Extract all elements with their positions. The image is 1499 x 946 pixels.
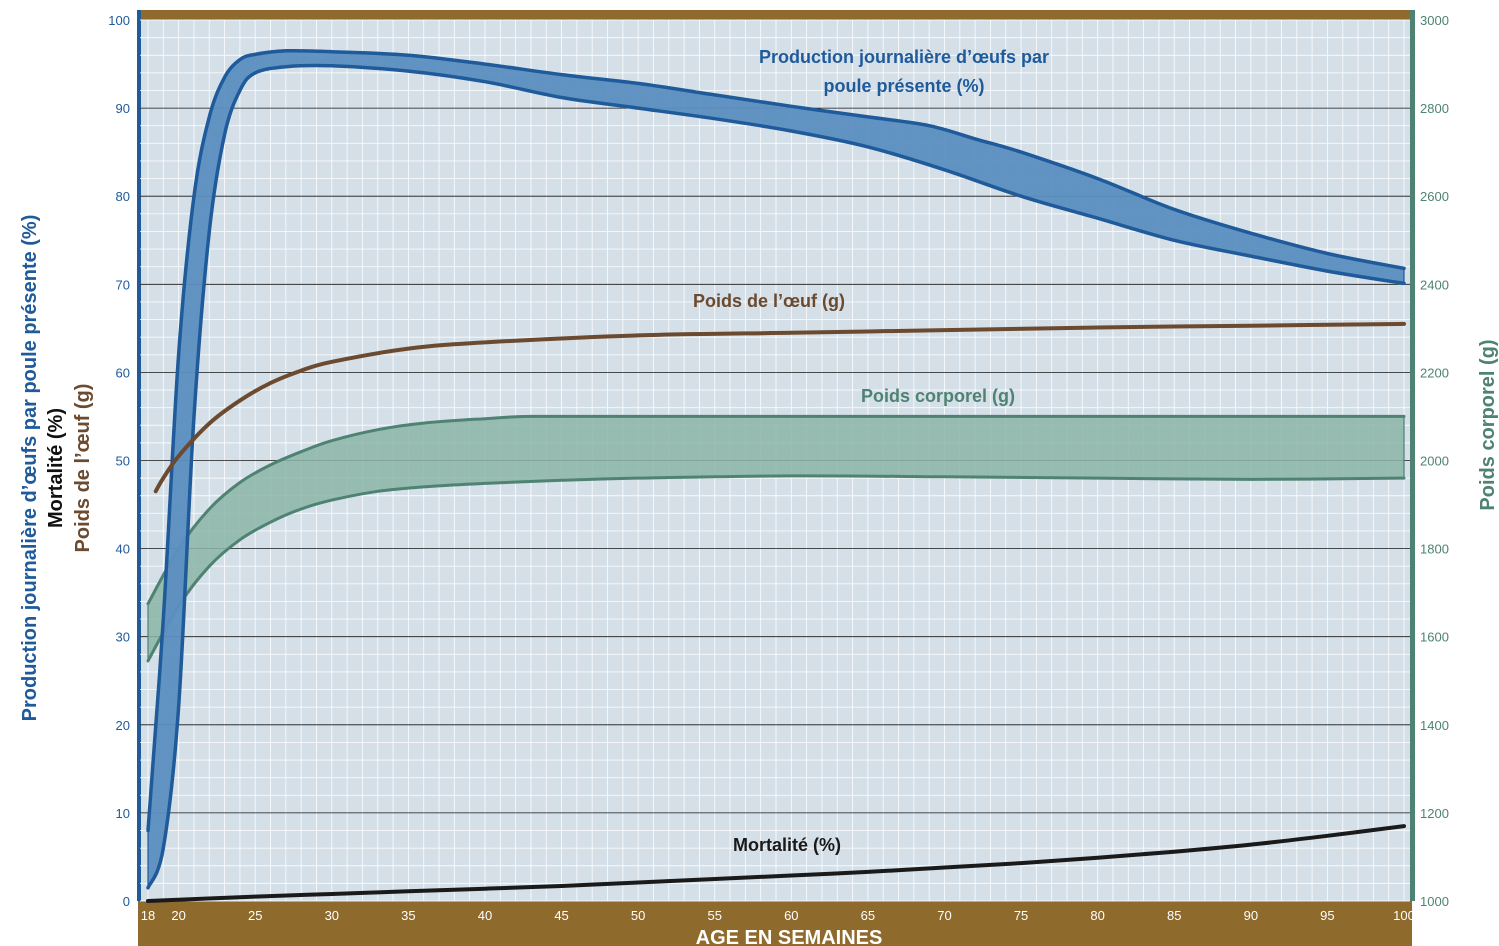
label-egg-weight: Poids de l’œuf (g) [693,291,845,311]
left-axis-bar [137,10,141,901]
x-axis-title: AGE EN SEMAINES [696,927,883,946]
right-axis-bar [1410,10,1415,901]
tick-right-label: 2000 [1420,454,1449,469]
series-production-band [146,48,1406,890]
tick-x-label: 60 [784,908,798,923]
tick-x-label: 85 [1167,908,1181,923]
top-bar [138,10,1412,20]
series-line [153,321,1406,494]
x-axis-ticks: 18 20 25 30 35 40 45 50 55 60 65 70 75 80 85 90 95 100 [141,908,1415,923]
band-upper-line [146,48,1406,833]
tick-left-label: 100 [108,13,130,28]
y-left-title-production: Production journalière d’œufs par poule … [19,215,41,722]
tick-right-label: 1800 [1420,542,1449,557]
tick-right-label: 1200 [1420,806,1449,821]
tick-x-label: 65 [861,908,875,923]
series-mortality-line [146,824,1406,903]
label-production-line-1: Production journalière d’œufs par [759,47,1049,67]
tick-left-label: 60 [116,365,130,380]
tick-x-label: 75 [1014,908,1028,923]
label-production-line-2: poule présente (%) [823,76,984,96]
band-upper-line [146,414,1406,606]
tick-right-label: 1600 [1420,630,1449,645]
tick-x-label: 80 [1090,908,1104,923]
tick-right-label: 2200 [1420,365,1449,380]
tick-left-label: 20 [116,718,130,733]
tick-x-label: 90 [1244,908,1258,923]
series-body-weight-band [146,414,1406,663]
tick-x-label: 18 [141,908,155,923]
tick-x-label: 45 [554,908,568,923]
tick-left-label: 50 [116,454,130,469]
label-mortality: Mortalité (%) [733,835,841,855]
series-line [146,824,1406,903]
tick-x-label: 20 [171,908,185,923]
tick-left-label: 10 [116,806,130,821]
tick-right-label: 1400 [1420,718,1449,733]
tick-x-label: 70 [937,908,951,923]
series-egg-weight-line [153,321,1406,494]
bottom-bar [138,901,1412,946]
tick-x-label: 100 [1393,908,1415,923]
plot-marks [146,48,1406,903]
y-right-title-body-weight: Poids corporel (g) [1477,339,1499,510]
label-body-weight: Poids corporel (g) [861,386,1015,406]
tick-left-label: 40 [116,542,130,557]
tick-x-label: 55 [707,908,721,923]
tick-x-label: 40 [478,908,492,923]
y-left-title-mortality: Mortalité (%) [45,408,67,528]
tick-x-label: 25 [248,908,262,923]
tick-x-label: 50 [631,908,645,923]
tick-x-label: 30 [325,908,339,923]
band-lower-line [146,63,1406,890]
tick-left-label: 30 [116,630,130,645]
tick-right-label: 1000 [1420,894,1449,909]
tick-left-label: 80 [116,189,130,204]
tick-right-label: 2800 [1420,101,1449,116]
tick-right-label: 2400 [1420,277,1449,292]
tick-right-label: 3000 [1420,13,1449,28]
tick-right-label: 2600 [1420,189,1449,204]
series-labels: Production journalière d’œufs par poule … [693,47,1049,855]
left-axis-ticks: 0 10 20 30 40 50 60 70 80 90 100 [108,13,130,909]
right-axis-ticks: 1000 1200 1400 1600 1800 2000 2200 2400 2600 2800… [1420,13,1449,909]
tick-left-label: 90 [116,101,130,116]
tick-x-label: 35 [401,908,415,923]
tick-left-label: 70 [116,277,130,292]
tick-left-label: 0 [123,894,130,909]
tick-x-label: 95 [1320,908,1334,923]
band-lower-line [146,474,1406,663]
y-left-title-egg-weight: Poids de l’œuf (g) [72,384,94,553]
